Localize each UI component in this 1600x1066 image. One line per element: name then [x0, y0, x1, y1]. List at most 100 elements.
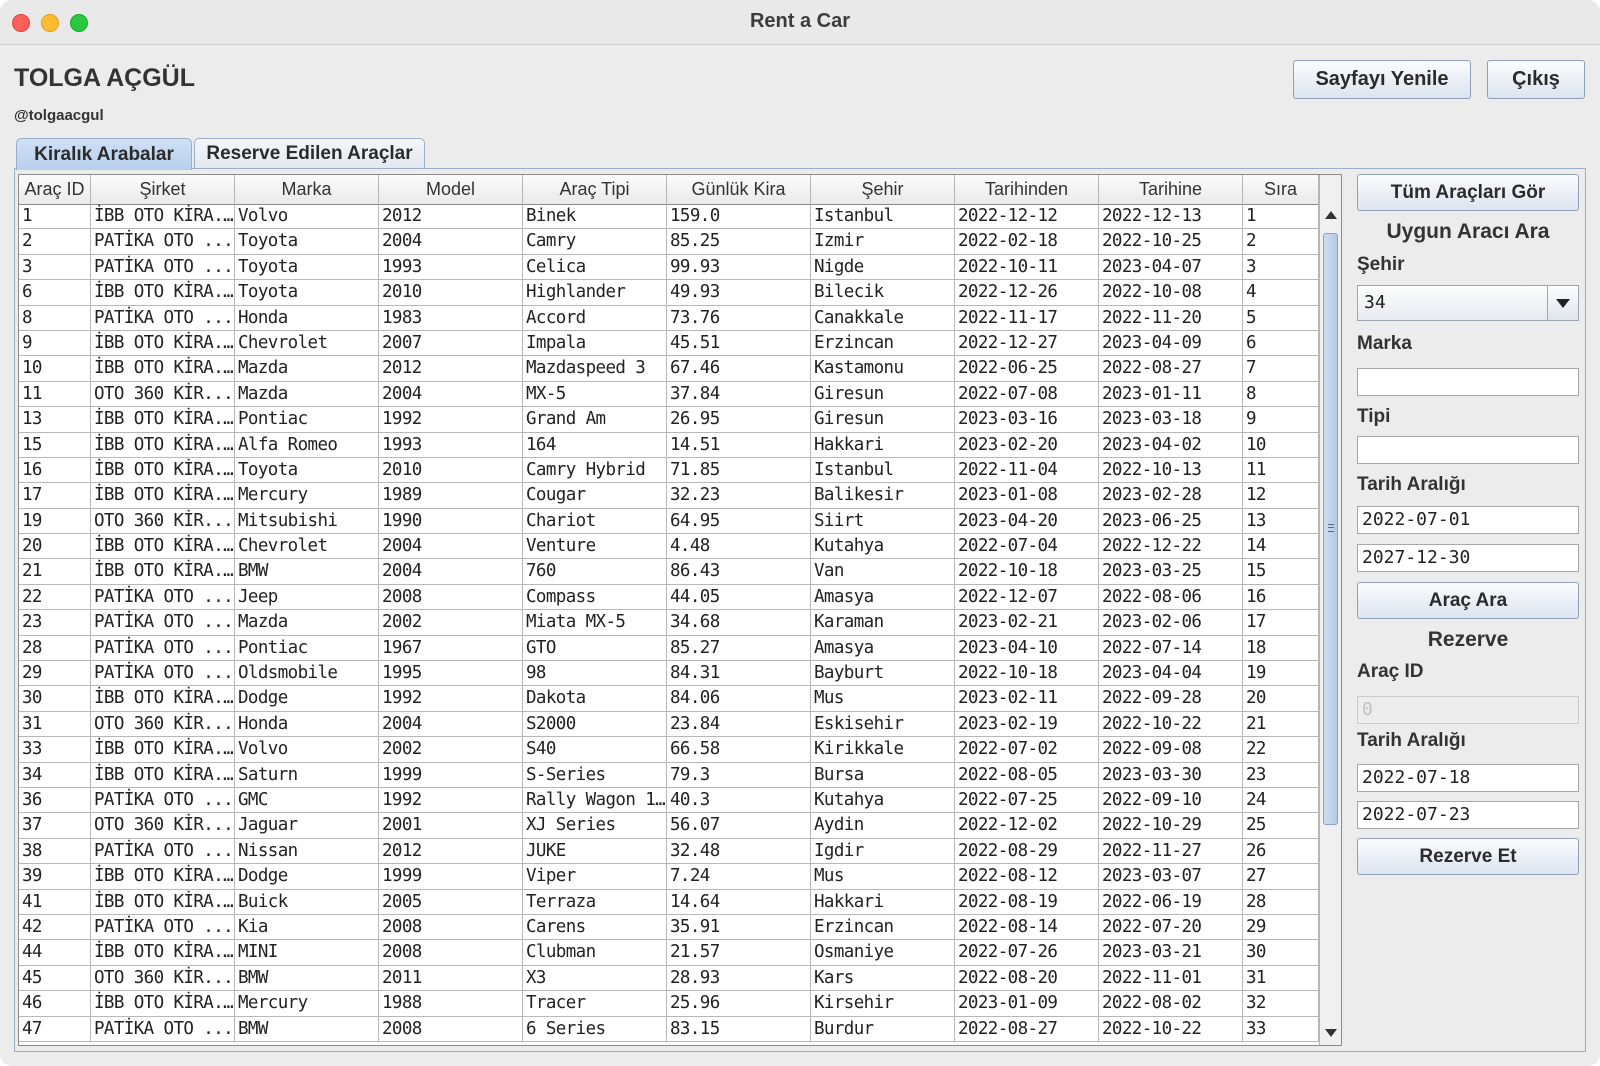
- table-cell: Venture: [523, 534, 667, 559]
- column-header[interactable]: Araç Tipi: [523, 175, 667, 204]
- date-to-input[interactable]: 2027-12-30: [1357, 544, 1579, 572]
- table-cell: 2012: [379, 838, 523, 864]
- minimize-window-button[interactable]: [41, 14, 59, 32]
- table-row[interactable]: 10 İBB OTO KİRA... Mazda 2012 Mazdaspeed 3 67…: [19, 356, 1319, 382]
- table-cell: 2022-08-05: [955, 762, 1099, 787]
- scroll-down-arrow-icon[interactable]: [1325, 1029, 1337, 1037]
- table-row[interactable]: 37 OTO 360 KİR... Jaguar 2001 XJ Series 56.07…: [19, 813, 1319, 839]
- type-input[interactable]: [1357, 436, 1579, 464]
- table-cell: 1992: [379, 407, 523, 432]
- table-cell: Mercury: [235, 483, 379, 508]
- table-row[interactable]: 42 PATİKA OTO ... Kia 2008 Carens 35.91 Erzinc…: [19, 914, 1319, 941]
- table-cell: Erzincan: [811, 914, 955, 940]
- table-cell: İBB OTO KİRA...: [91, 457, 235, 483]
- column-header[interactable]: Model: [379, 175, 523, 204]
- column-header[interactable]: Marka: [235, 175, 379, 204]
- table-row[interactable]: 34 İBB OTO KİRA... Saturn 1999 S-Series 79.3 B…: [19, 762, 1319, 788]
- reserve-from-input[interactable]: 2022-07-18: [1357, 764, 1579, 792]
- table-cell: 28: [19, 635, 91, 661]
- table-cell: 1989: [379, 483, 523, 508]
- table-cell: 44: [19, 940, 91, 965]
- show-all-cars-button[interactable]: Tüm Araçları Gör: [1357, 174, 1579, 211]
- table-cell: 29: [1243, 914, 1319, 940]
- tab-rentable-cars[interactable]: Kiralık Arabalar: [16, 138, 192, 170]
- date-from-input[interactable]: 2022-07-01: [1357, 506, 1579, 534]
- table-cell: 2023-03-21: [1099, 940, 1243, 965]
- city-select[interactable]: 34: [1357, 285, 1579, 321]
- table-row[interactable]: 16 İBB OTO KİRA... Toyota 2010 Camry Hybrid 7…: [19, 457, 1319, 484]
- brand-input[interactable]: [1357, 368, 1579, 396]
- table-row[interactable]: 41 İBB OTO KİRA... Buick 2005 Terraza 14.64 Ha…: [19, 889, 1319, 915]
- table-row[interactable]: 13 İBB OTO KİRA... Pontiac 1992 Grand Am 26.9…: [19, 407, 1319, 433]
- exit-button[interactable]: Çıkış: [1487, 60, 1585, 99]
- close-window-button[interactable]: [12, 14, 30, 32]
- table-cell: Rally Wagon 1...: [523, 787, 667, 813]
- table-cell: 37: [19, 813, 91, 838]
- table-row[interactable]: 22 PATİKA OTO ... Jeep 2008 Compass 44.05 Amas…: [19, 584, 1319, 611]
- table-cell: İBB OTO KİRA...: [91, 864, 235, 889]
- table-row[interactable]: 6 İBB OTO KİRA... Toyota 2010 Highlander 49.9…: [19, 280, 1319, 306]
- table-row[interactable]: 3 PATİKA OTO ... Toyota 1993 Celica 99.93 Nigd…: [19, 254, 1319, 281]
- table-row[interactable]: 17 İBB OTO KİRA... Mercury 1989 Cougar 32.23 B…: [19, 483, 1319, 509]
- city-dropdown-button[interactable]: [1547, 286, 1578, 320]
- table-cell: Kastamonu: [811, 356, 955, 381]
- table-row[interactable]: 1 İBB OTO KİRA... Volvo 2012 Binek 159.0 Istan…: [19, 204, 1319, 230]
- table-row[interactable]: 44 İBB OTO KİRA... MINI 2008 Clubman 21.57 Osm…: [19, 940, 1319, 966]
- table-cell: PATİKA OTO ...: [91, 914, 235, 940]
- table-cell: 17: [1243, 610, 1319, 635]
- table-cell: 32.48: [667, 838, 811, 864]
- table-cell: Honda: [235, 305, 379, 330]
- table-row[interactable]: 8 PATİKA OTO ... Honda 1983 Accord 73.76 Canak…: [19, 305, 1319, 331]
- table-cell: 85.27: [667, 635, 811, 661]
- refresh-page-button[interactable]: Sayfayı Yenile: [1293, 60, 1471, 99]
- table-row[interactable]: 30 İBB OTO KİRA... Dodge 1992 Dakota 84.06 Mus…: [19, 686, 1319, 712]
- tab-reserved-cars[interactable]: Reserve Edilen Araçlar: [194, 138, 425, 169]
- table-cell: 99.93: [667, 254, 811, 280]
- column-header[interactable]: Tarihine: [1099, 175, 1243, 204]
- table-row[interactable]: 45 OTO 360 KİR... BMW 2011 X3 28.93 Kars 2022-0…: [19, 965, 1319, 992]
- table-row[interactable]: 29 PATİKA OTO ... Oldsmobile 1995 98 84.31 Bay…: [19, 661, 1319, 687]
- table-cell: MX-5: [523, 381, 667, 407]
- table-cell: 2022-06-25: [955, 356, 1099, 381]
- table-row[interactable]: 20 İBB OTO KİRA... Chevrolet 2004 Venture 4.4…: [19, 534, 1319, 560]
- table-row[interactable]: 21 İBB OTO KİRA... BMW 2004 760 86.43 Van 2022-…: [19, 559, 1319, 585]
- table-cell: 21.57: [667, 940, 811, 965]
- table-row[interactable]: 38 PATİKA OTO ... Nissan 2012 JUKE 32.48 Igdir…: [19, 838, 1319, 865]
- table-row[interactable]: 39 İBB OTO KİRA... Dodge 1999 Viper 7.24 Mus 20…: [19, 864, 1319, 890]
- search-car-button[interactable]: Araç Ara: [1357, 582, 1579, 619]
- table-row[interactable]: 28 PATİKA OTO ... Pontiac 1967 GTO 85.27 Amasy…: [19, 635, 1319, 662]
- table-row[interactable]: 9 İBB OTO KİRA... Chevrolet 2007 Impala 45.51…: [19, 330, 1319, 357]
- table-row[interactable]: 19 OTO 360 KİR... Mitsubishi 1990 Chariot 64.…: [19, 508, 1319, 535]
- table-cell: 2023-04-10: [955, 635, 1099, 661]
- reserve-button[interactable]: Rezerve Et: [1357, 838, 1579, 875]
- table-cell: 6: [1243, 330, 1319, 356]
- table-cell: 11: [19, 381, 91, 407]
- reserve-to-input[interactable]: 2022-07-23: [1357, 801, 1579, 829]
- column-header[interactable]: Sıra: [1243, 175, 1319, 204]
- column-header[interactable]: Araç ID: [19, 175, 91, 204]
- column-header[interactable]: Günlük Kira: [667, 175, 811, 204]
- zoom-window-button[interactable]: [70, 14, 88, 32]
- table-row[interactable]: 47 PATİKA OTO ... BMW 2008 6 Series 83.15 Burd…: [19, 1016, 1319, 1042]
- column-header[interactable]: Tarihinden: [955, 175, 1099, 204]
- table-cell: Camry: [523, 229, 667, 254]
- table-cell: Jeep: [235, 584, 379, 610]
- table-row[interactable]: 2 PATİKA OTO ... Toyota 2004 Camry 85.25 Izmir…: [19, 229, 1319, 255]
- table-cell: 2022-08-14: [955, 914, 1099, 940]
- table-cell: 2022-08-27: [955, 1016, 1099, 1041]
- table-cell: Volvo: [235, 737, 379, 762]
- scroll-up-arrow-icon[interactable]: [1325, 211, 1337, 219]
- table-scrollbar[interactable]: [1319, 175, 1341, 1045]
- table-row[interactable]: 11 OTO 360 KİR... Mazda 2004 MX-5 37.84 Giresu…: [19, 381, 1319, 408]
- table-row[interactable]: 23 PATİKA OTO ... Mazda 2002 Miata MX-5 34.68…: [19, 610, 1319, 636]
- scroll-thumb[interactable]: [1323, 233, 1338, 825]
- table-row[interactable]: 46 İBB OTO KİRA... Mercury 1988 Tracer 25.96 K…: [19, 991, 1319, 1017]
- table-cell: 2022-10-11: [955, 254, 1099, 280]
- table-row[interactable]: 33 İBB OTO KİRA... Volvo 2002 S40 66.58 Kirikk…: [19, 737, 1319, 763]
- table-cell: Chariot: [523, 508, 667, 534]
- table-row[interactable]: 31 OTO 360 KİR... Honda 2004 S2000 23.84 Eskis…: [19, 711, 1319, 738]
- column-header[interactable]: Şirket: [91, 175, 235, 204]
- table-row[interactable]: 15 İBB OTO KİRA... Alfa Romeo 1993 164 14.51 H…: [19, 432, 1319, 458]
- column-header[interactable]: Şehir: [811, 175, 955, 204]
